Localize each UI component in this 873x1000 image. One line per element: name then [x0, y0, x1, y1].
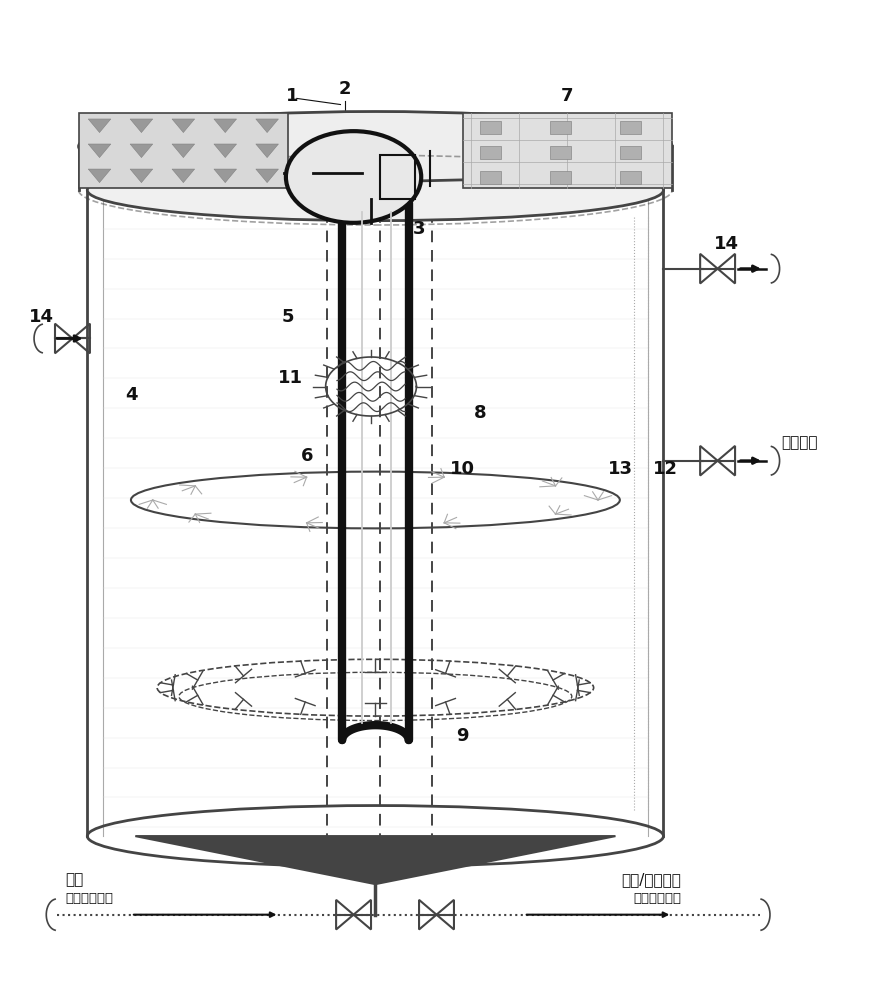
Text: 10: 10 — [450, 460, 475, 478]
Polygon shape — [718, 446, 735, 476]
Text: 2: 2 — [339, 80, 351, 98]
Text: 6: 6 — [301, 447, 313, 465]
Bar — [480, 146, 501, 159]
Polygon shape — [88, 119, 111, 133]
Polygon shape — [419, 900, 436, 930]
Polygon shape — [130, 119, 153, 133]
Bar — [463, 113, 672, 188]
Polygon shape — [172, 144, 195, 158]
Bar — [620, 171, 641, 184]
Text: 11: 11 — [278, 369, 303, 387]
Polygon shape — [130, 144, 153, 158]
Text: 接自预处理区: 接自预处理区 — [65, 892, 113, 905]
Text: 进水: 进水 — [65, 872, 84, 887]
Bar — [380, 155, 415, 199]
Polygon shape — [214, 144, 237, 158]
Polygon shape — [256, 119, 278, 133]
Bar — [620, 121, 641, 134]
Bar — [550, 171, 571, 184]
Text: 8: 8 — [474, 404, 486, 422]
Text: 14: 14 — [29, 308, 53, 326]
Polygon shape — [88, 144, 111, 158]
Ellipse shape — [79, 112, 672, 181]
Text: 净化出水: 净化出水 — [781, 436, 818, 451]
Ellipse shape — [285, 131, 421, 223]
Polygon shape — [172, 119, 195, 133]
Text: 12: 12 — [653, 460, 677, 478]
Text: 7: 7 — [561, 87, 574, 105]
Bar — [480, 171, 501, 184]
Bar — [550, 121, 571, 134]
Polygon shape — [172, 169, 195, 183]
Bar — [550, 146, 571, 159]
Polygon shape — [214, 169, 237, 183]
Text: 5: 5 — [282, 308, 294, 326]
Polygon shape — [256, 144, 278, 158]
Text: 3: 3 — [413, 220, 425, 238]
Text: 4: 4 — [125, 386, 137, 404]
Ellipse shape — [87, 160, 663, 221]
Polygon shape — [700, 446, 718, 476]
Polygon shape — [256, 169, 278, 183]
Polygon shape — [88, 169, 111, 183]
Polygon shape — [72, 324, 90, 353]
Bar — [79, 113, 288, 188]
Polygon shape — [336, 900, 354, 930]
Polygon shape — [55, 324, 72, 353]
Text: 14: 14 — [714, 235, 739, 253]
Text: 13: 13 — [608, 460, 633, 478]
Text: 清洗/放空出水: 清洗/放空出水 — [621, 872, 681, 887]
Bar — [620, 146, 641, 159]
Polygon shape — [700, 254, 718, 283]
Polygon shape — [718, 254, 735, 283]
Polygon shape — [135, 836, 615, 884]
Bar — [480, 121, 501, 134]
Text: 9: 9 — [457, 727, 469, 745]
Polygon shape — [214, 119, 237, 133]
Text: 1: 1 — [286, 87, 299, 105]
Polygon shape — [130, 169, 153, 183]
Polygon shape — [436, 900, 454, 930]
Text: 接至预处理区: 接至预处理区 — [633, 892, 681, 905]
Polygon shape — [354, 900, 371, 930]
